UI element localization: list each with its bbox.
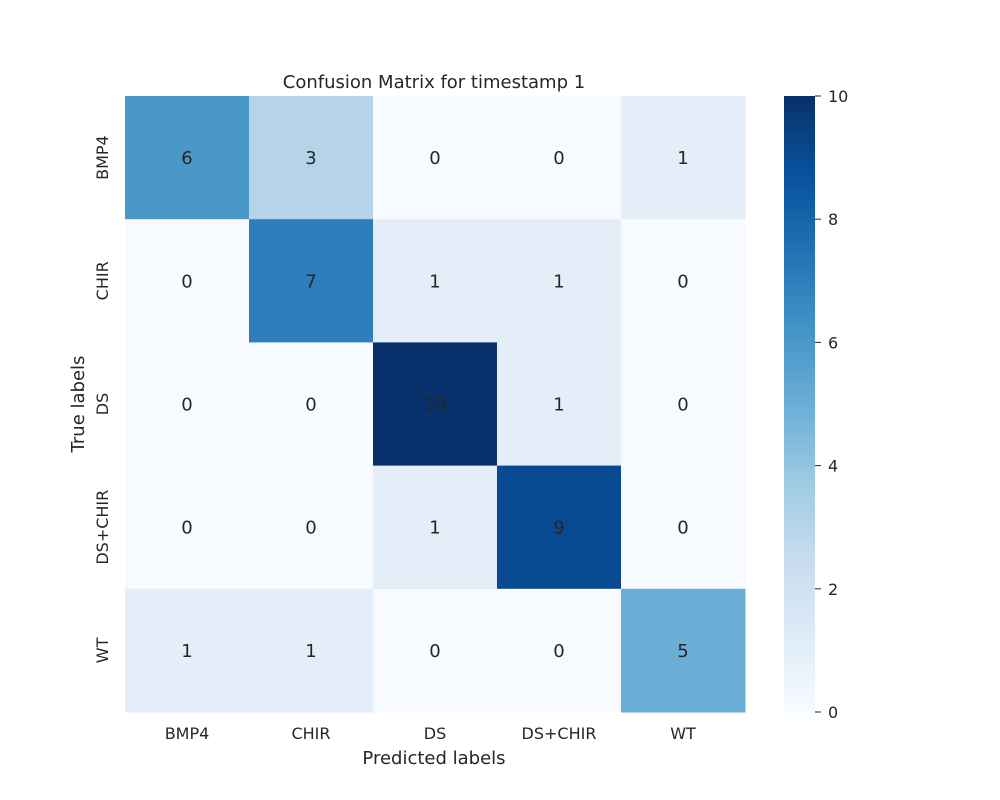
cell-3-2 [373,465,498,590]
chart-title: Confusion Matrix for timestamp 1 [283,72,585,93]
cell-value-1-0: 0 [181,271,192,292]
cell-value-4-4: 5 [677,641,688,662]
y-axis-label: True labels [68,356,89,454]
cell-value-1-3: 1 [553,271,564,292]
cell-1-3 [497,219,622,343]
cell-3-4 [621,465,746,590]
cell-1-4 [621,219,746,343]
cell-3-3 [497,465,622,590]
x-tick-label: BMP4 [165,724,210,743]
cell-2-1 [249,342,374,467]
cell-value-1-4: 0 [677,271,688,292]
cell-value-3-4: 0 [677,518,688,539]
cell-value-2-0: 0 [181,395,192,416]
cell-4-0 [125,588,250,713]
colorbar-gradient [784,96,815,712]
heatmap-cells: 6 3 0 0 10 7 1 1 00 0 10 1 00 0 1 9 01 1 0 0 5 [125,96,746,713]
colorbar-tick-label: 8 [828,210,838,229]
cell-0-2 [373,96,498,220]
x-tick-label: CHIR [291,724,330,743]
cell-value-4-0: 1 [181,641,192,662]
cell-1-2 [373,219,498,343]
cell-value-4-1: 1 [305,641,316,662]
cell-3-0 [125,465,250,590]
cell-2-0 [125,342,250,467]
cell-2-2 [373,342,498,467]
cell-value-0-2: 0 [429,148,440,169]
cell-value-3-1: 0 [305,518,316,539]
colorbar-tick-label: 4 [828,457,838,476]
y-tick-label: DS+CHIR [93,490,112,565]
cell-value-3-0: 0 [181,518,192,539]
x-tick-labels: BMP4 CHIR DS DS+CHIR WT [165,724,696,743]
x-tick-label: DS+CHIR [522,724,597,743]
cell-value-2-4: 0 [677,395,688,416]
colorbar: 0 2 4 6 8 10 [784,87,848,722]
cell-1-0 [125,219,250,343]
cell-2-3 [497,342,622,467]
cell-value-4-3: 0 [553,641,564,662]
colorbar-tick-label: 0 [828,703,838,722]
y-tick-label: WT [93,637,112,663]
cell-3-1 [249,465,374,590]
cell-value-0-0: 6 [181,148,192,169]
cell-0-0 [125,96,250,220]
cell-value-1-2: 1 [429,271,440,292]
colorbar-tick-label: 6 [828,333,838,352]
cell-value-3-2: 1 [429,518,440,539]
cell-0-1 [249,96,374,220]
y-tick-label: DS [93,393,112,415]
x-axis-label: Predicted labels [362,748,505,769]
cell-4-1 [249,588,374,713]
cell-4-3 [497,588,622,713]
cell-0-4 [621,96,746,220]
y-tick-label: CHIR [93,261,112,300]
cell-1-1 [249,219,374,343]
cell-2-4 [621,342,746,467]
y-tick-label: BMP4 [93,135,112,180]
y-tick-labels: BMP4 CHIR DS DS+CHIR WT [93,135,112,663]
cell-value-2-3: 1 [553,395,564,416]
colorbar-tick-label: 10 [828,87,848,106]
cell-0-3 [497,96,622,220]
cell-value-2-1: 0 [305,395,316,416]
cell-value-2-2: 10 [424,395,447,416]
cell-value-3-3: 9 [553,518,564,539]
cell-value-0-1: 3 [305,148,316,169]
x-tick-label: WT [670,724,696,743]
cell-value-1-1: 7 [305,271,316,292]
cell-value-4-2: 0 [429,641,440,662]
cell-4-4 [621,588,746,713]
colorbar-tick-label: 2 [828,580,838,599]
cell-value-0-3: 0 [553,148,564,169]
cell-value-0-4: 1 [677,148,688,169]
cell-4-2 [373,588,498,713]
x-tick-label: DS [424,724,446,743]
